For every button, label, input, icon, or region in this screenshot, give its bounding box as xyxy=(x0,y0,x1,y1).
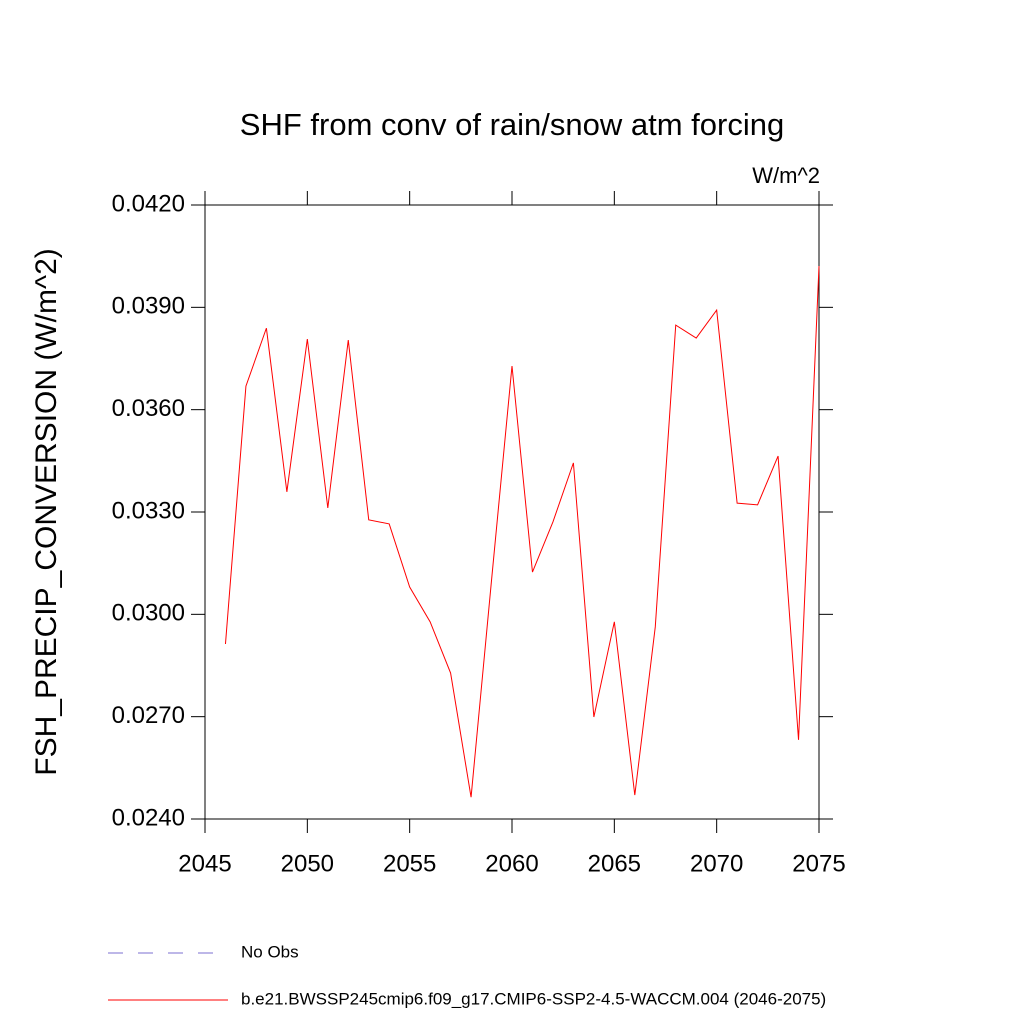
legend-label: No Obs xyxy=(241,942,299,961)
legend-label: b.e21.BWSSP245cmip6.f09_g17.CMIP6-SSP2-4… xyxy=(241,989,826,1008)
data-line xyxy=(224,266,820,798)
y-tick-label: 0.0390 xyxy=(112,293,185,320)
x-tick-label: 2060 xyxy=(485,850,538,877)
x-tick-label: 2070 xyxy=(690,850,743,877)
x-tick-label: 2055 xyxy=(383,850,436,877)
y-tick-label: 0.0360 xyxy=(112,395,185,422)
y-tick-label: 0.0240 xyxy=(112,804,185,831)
chart-title: SHF from conv of rain/snow atm forcing xyxy=(240,107,784,142)
y-tick-label: 0.0420 xyxy=(112,190,185,217)
x-tick-label: 2045 xyxy=(178,850,231,877)
x-tick-label: 2050 xyxy=(281,850,334,877)
plot-frame xyxy=(204,204,820,820)
y-axis-label: FSH_PRECIP_CONVERSION (W/m^2) xyxy=(30,248,63,775)
x-tick-label: 2075 xyxy=(792,850,845,877)
y-tick-label: 0.0270 xyxy=(112,702,185,729)
y-tick-label: 0.0330 xyxy=(112,497,185,524)
units-label: W/m^2 xyxy=(752,163,820,188)
x-tick-label: 2065 xyxy=(588,850,641,877)
y-tick-label: 0.0300 xyxy=(112,600,185,627)
